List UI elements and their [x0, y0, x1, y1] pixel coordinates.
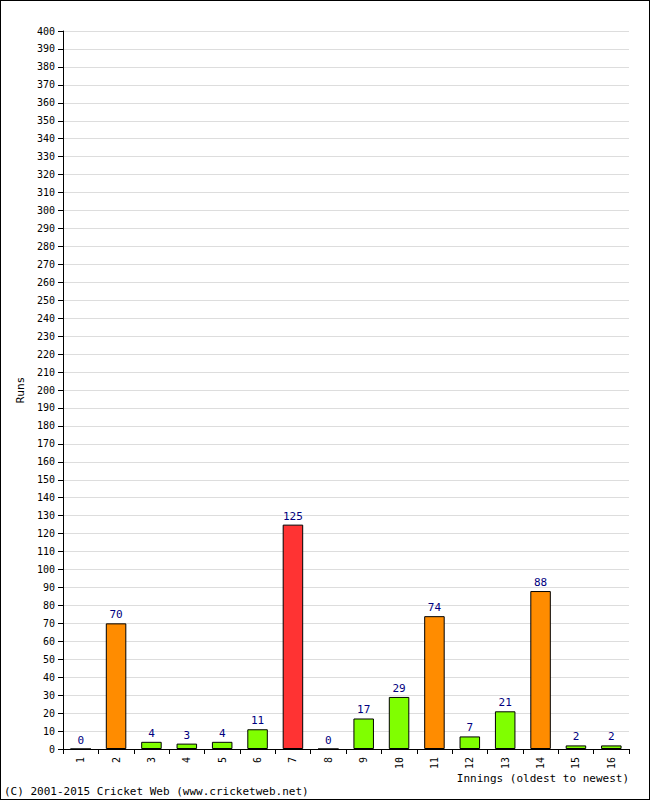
svg-text:74: 74 [428, 601, 442, 614]
svg-text:120: 120 [37, 528, 55, 539]
svg-text:180: 180 [37, 420, 55, 431]
svg-text:90: 90 [43, 582, 55, 593]
svg-text:14: 14 [535, 757, 546, 769]
svg-text:3: 3 [146, 757, 157, 763]
svg-text:80: 80 [43, 600, 55, 611]
svg-text:5: 5 [217, 757, 228, 763]
svg-text:10: 10 [394, 757, 405, 769]
svg-text:190: 190 [37, 402, 55, 413]
svg-text:270: 270 [37, 259, 55, 270]
svg-text:12: 12 [464, 757, 475, 769]
svg-text:0: 0 [49, 744, 55, 755]
svg-text:220: 220 [37, 349, 55, 360]
svg-text:140: 140 [37, 492, 55, 503]
svg-text:8: 8 [323, 757, 334, 763]
svg-text:170: 170 [37, 438, 55, 449]
svg-text:6: 6 [252, 757, 263, 763]
svg-text:200: 200 [37, 385, 55, 396]
svg-text:380: 380 [37, 61, 55, 72]
svg-text:390: 390 [37, 43, 55, 54]
svg-text:29: 29 [392, 682, 405, 695]
svg-text:340: 340 [37, 133, 55, 144]
svg-text:11: 11 [251, 714, 264, 727]
svg-text:(C) 2001-2015 Cricket Web (www: (C) 2001-2015 Cricket Web (www.cricketwe… [4, 785, 309, 798]
svg-text:125: 125 [283, 510, 303, 523]
svg-text:1: 1 [75, 757, 86, 763]
svg-text:7: 7 [287, 757, 298, 763]
svg-text:0: 0 [325, 734, 332, 747]
svg-text:0: 0 [77, 734, 84, 747]
svg-text:240: 240 [37, 313, 55, 324]
svg-text:2: 2 [608, 730, 615, 743]
svg-text:70: 70 [109, 608, 122, 621]
svg-text:280: 280 [37, 241, 55, 252]
svg-text:60: 60 [43, 636, 55, 647]
svg-text:7: 7 [467, 721, 474, 734]
svg-text:Innings (oldest to newest): Innings (oldest to newest) [457, 772, 629, 785]
svg-text:100: 100 [37, 564, 55, 575]
svg-text:40: 40 [43, 672, 55, 683]
svg-text:260: 260 [37, 277, 55, 288]
svg-text:11: 11 [429, 757, 440, 769]
svg-text:350: 350 [37, 115, 55, 126]
svg-text:210: 210 [37, 367, 55, 378]
svg-text:30: 30 [43, 690, 55, 701]
svg-text:290: 290 [37, 223, 55, 234]
svg-text:300: 300 [37, 205, 55, 216]
svg-text:370: 370 [37, 79, 55, 90]
svg-text:9: 9 [358, 757, 369, 763]
svg-text:4: 4 [148, 727, 155, 740]
svg-text:20: 20 [43, 708, 55, 719]
svg-text:360: 360 [37, 97, 55, 108]
svg-text:2: 2 [573, 730, 580, 743]
svg-text:230: 230 [37, 331, 55, 342]
svg-text:2: 2 [111, 757, 122, 763]
svg-text:320: 320 [37, 169, 55, 180]
svg-text:13: 13 [500, 757, 511, 769]
svg-text:Runs: Runs [14, 377, 27, 404]
svg-text:150: 150 [37, 474, 55, 485]
svg-text:160: 160 [37, 456, 55, 467]
svg-text:400: 400 [37, 26, 55, 37]
svg-text:250: 250 [37, 295, 55, 306]
svg-text:88: 88 [534, 576, 547, 589]
svg-text:110: 110 [37, 546, 55, 557]
svg-text:17: 17 [357, 703, 370, 716]
svg-text:330: 330 [37, 151, 55, 162]
svg-text:3: 3 [184, 729, 191, 742]
svg-text:50: 50 [43, 654, 55, 665]
svg-text:16: 16 [606, 757, 617, 769]
svg-text:4: 4 [219, 727, 226, 740]
svg-text:70: 70 [43, 618, 55, 629]
svg-text:15: 15 [570, 757, 581, 769]
svg-text:130: 130 [37, 510, 55, 521]
svg-text:4: 4 [181, 757, 192, 763]
svg-text:10: 10 [43, 726, 55, 737]
svg-text:21: 21 [499, 696, 512, 709]
svg-text:310: 310 [37, 187, 55, 198]
